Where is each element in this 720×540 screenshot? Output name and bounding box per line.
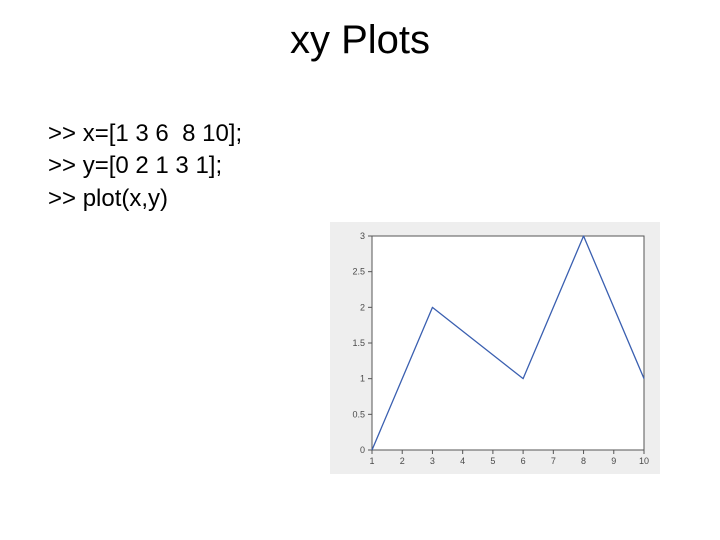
svg-text:3: 3 — [430, 456, 435, 466]
svg-text:7: 7 — [551, 456, 556, 466]
xy-plot-svg: 1 2 3 4 5 6 7 8 9 10 0 0.5 1 1.5 2 2.5 3 — [330, 222, 660, 474]
svg-text:0: 0 — [360, 445, 365, 455]
svg-text:10: 10 — [639, 456, 649, 466]
code-line-2: >> y=[0 2 1 3 1]; — [48, 150, 242, 182]
svg-text:1.5: 1.5 — [352, 338, 365, 348]
svg-text:1: 1 — [360, 374, 365, 384]
svg-text:0.5: 0.5 — [352, 409, 365, 419]
svg-text:1: 1 — [369, 456, 374, 466]
svg-text:2: 2 — [360, 302, 365, 312]
svg-text:9: 9 — [611, 456, 616, 466]
svg-text:6: 6 — [521, 456, 526, 466]
slide: xy Plots >> x=[1 3 6 8 10]; >> y=[0 2 1 … — [0, 0, 720, 540]
svg-text:3: 3 — [360, 231, 365, 241]
xy-plot-figure: 1 2 3 4 5 6 7 8 9 10 0 0.5 1 1.5 2 2.5 3 — [330, 222, 660, 474]
svg-text:5: 5 — [490, 456, 495, 466]
page-title: xy Plots — [0, 18, 720, 63]
svg-text:2: 2 — [400, 456, 405, 466]
code-block: >> x=[1 3 6 8 10]; >> y=[0 2 1 3 1]; >> … — [48, 118, 242, 215]
svg-text:2.5: 2.5 — [352, 267, 365, 277]
svg-text:8: 8 — [581, 456, 586, 466]
code-line-3: >> plot(x,y) — [48, 183, 242, 215]
code-line-1: >> x=[1 3 6 8 10]; — [48, 118, 242, 150]
svg-text:4: 4 — [460, 456, 465, 466]
